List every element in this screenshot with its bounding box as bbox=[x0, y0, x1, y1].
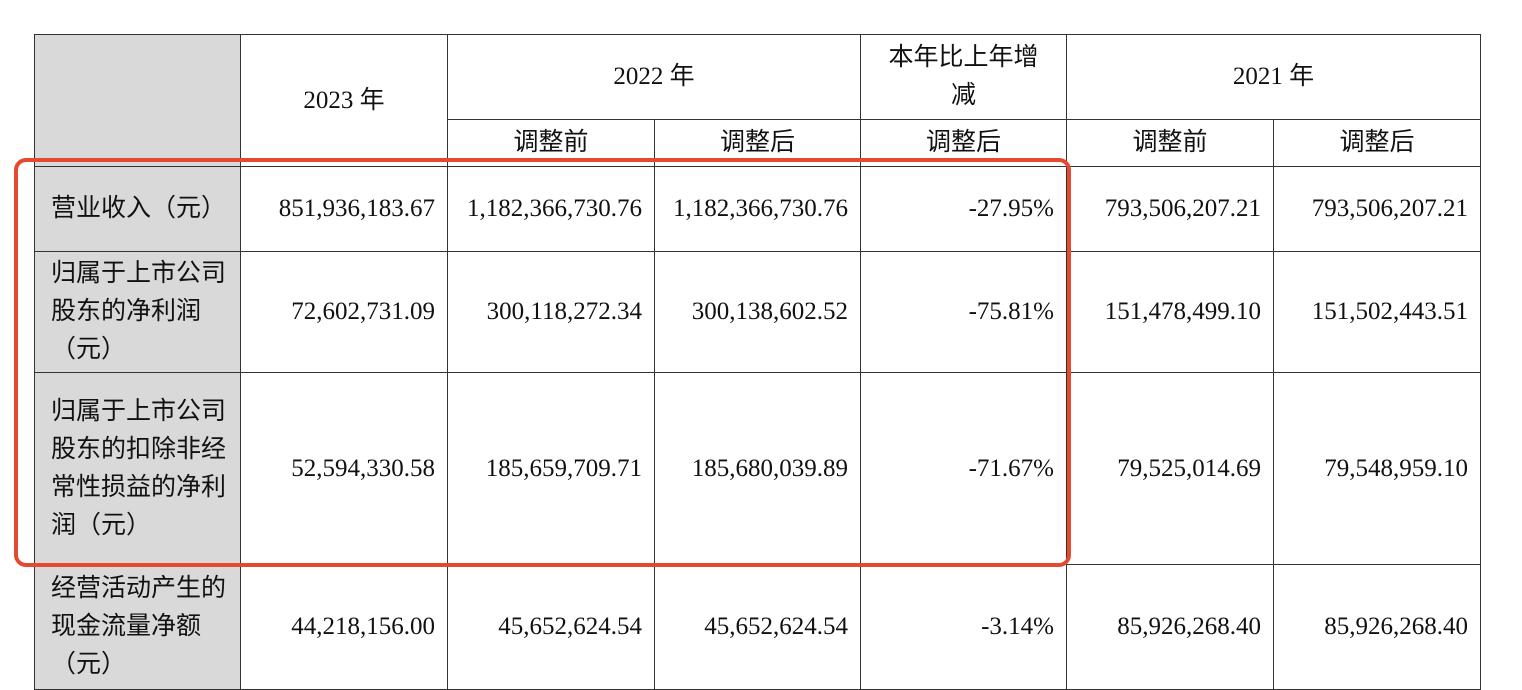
value-2022-after: 45,652,624.54 bbox=[653, 564, 862, 690]
corner-header-cell bbox=[34, 34, 241, 167]
header-2021-before: 调整前 bbox=[1066, 119, 1275, 167]
header-yoy-change: 本年比上年增减 bbox=[860, 34, 1068, 120]
value-2021-after: 793,506,207.21 bbox=[1273, 166, 1482, 252]
header-2022-after: 调整后 bbox=[653, 119, 862, 167]
value-2021-after: 79,548,959.10 bbox=[1273, 372, 1482, 565]
value-change: -27.95% bbox=[860, 166, 1068, 252]
value-2022-before: 300,118,272.34 bbox=[447, 251, 655, 373]
table-row: 营业收入（元） 851,936,183.67 1,182,366,730.76 … bbox=[34, 166, 1482, 252]
value-2021-before: 151,478,499.10 bbox=[1066, 251, 1275, 373]
table-row: 归属于上市公司股东的净利润（元） 72,602,731.09 300,118,2… bbox=[34, 251, 1482, 373]
value-2022-before: 45,652,624.54 bbox=[447, 564, 655, 690]
value-2022-after: 1,182,366,730.76 bbox=[653, 166, 862, 252]
value-change: -3.14% bbox=[860, 564, 1068, 690]
header-change-after: 调整后 bbox=[860, 119, 1068, 167]
value-2021-before: 85,926,268.40 bbox=[1066, 564, 1275, 690]
financial-data-table: 2023 年 2022 年 本年比上年增减 2021 年 调整前 调整后 调整后… bbox=[34, 34, 1482, 690]
value-2023: 52,594,330.58 bbox=[240, 372, 448, 565]
table-row: 经营活动产生的现金流量净额（元） 44,218,156.00 45,652,62… bbox=[34, 564, 1482, 690]
header-2021: 2021 年 bbox=[1066, 34, 1482, 120]
value-2022-before: 1,182,366,730.76 bbox=[447, 166, 655, 252]
row-label: 经营活动产生的现金流量净额（元） bbox=[34, 564, 241, 690]
row-label: 归属于上市公司股东的净利润（元） bbox=[34, 251, 241, 373]
value-change: -75.81% bbox=[860, 251, 1068, 373]
value-2021-after: 85,926,268.40 bbox=[1273, 564, 1482, 690]
value-2021-before: 793,506,207.21 bbox=[1066, 166, 1275, 252]
header-2022: 2022 年 bbox=[446, 34, 862, 120]
row-label: 归属于上市公司股东的扣除非经常性损益的净利润（元） bbox=[34, 372, 241, 565]
value-2022-after: 185,680,039.89 bbox=[653, 372, 862, 565]
table-row: 归属于上市公司股东的扣除非经常性损益的净利润（元） 52,594,330.58 … bbox=[34, 372, 1482, 565]
value-2023: 851,936,183.67 bbox=[240, 166, 448, 252]
header-2023: 2023 年 bbox=[240, 34, 448, 167]
row-label: 营业收入（元） bbox=[34, 166, 241, 252]
value-2023: 72,602,731.09 bbox=[240, 251, 448, 373]
value-change: -71.67% bbox=[860, 372, 1068, 565]
value-2023: 44,218,156.00 bbox=[240, 564, 448, 690]
header-2022-before: 调整前 bbox=[447, 119, 655, 167]
value-2022-before: 185,659,709.71 bbox=[447, 372, 655, 565]
value-2021-after: 151,502,443.51 bbox=[1273, 251, 1482, 373]
value-2022-after: 300,138,602.52 bbox=[653, 251, 862, 373]
header-2021-after: 调整后 bbox=[1273, 119, 1482, 167]
value-2021-before: 79,525,014.69 bbox=[1066, 372, 1275, 565]
